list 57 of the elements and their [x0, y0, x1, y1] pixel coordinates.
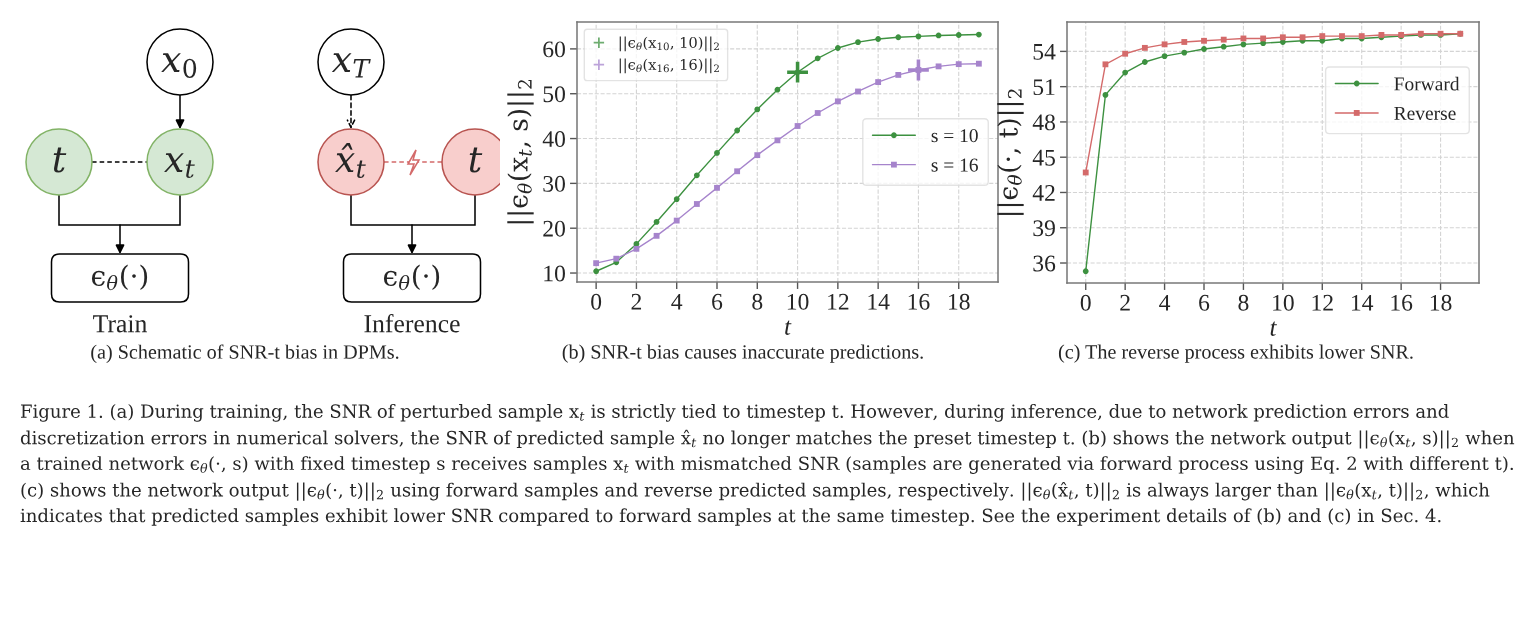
y-tick-label: 20 [543, 220, 565, 237]
legend-label: ||ϵ$_{θ}$(x$_{16}$, 16)||$_{2}$ [619, 58, 719, 74]
y-tick-label: 40 [542, 131, 565, 147]
text: ϵ$_{θ}$(·) [383, 264, 440, 291]
text: ϵ$_{θ}$(·) [91, 264, 148, 291]
x-tick-label: 4 [1159, 294, 1171, 311]
legend-label: s = 16 [931, 158, 978, 172]
x-tick-label: 6 [1199, 294, 1210, 311]
text: x$_{0}$ [161, 53, 197, 78]
y-tick-label: 10 [544, 265, 565, 282]
text: (c) The reverse process exhibits lower SNR. [1058, 344, 1413, 363]
legend-label: s = 10 [931, 129, 978, 143]
x-tick-label: 4 [671, 293, 683, 310]
x-tick-label: 14 [868, 293, 890, 310]
legend-label: Forward [1394, 76, 1460, 91]
x-tick-label: 16 [1391, 294, 1413, 311]
y-tick-label: 48 [1032, 114, 1055, 131]
x-axis-title: t [1270, 321, 1277, 336]
legend-label: ||ϵ$_{θ}$(x$_{10}$, 10)||$_{2}$ [619, 36, 719, 52]
y-axis-title: ||ϵ$_{θ}$(x$_{t}$, s)||$_{2}$ [507, 79, 534, 224]
x-tick-label: 6 [712, 293, 723, 310]
x-tick-label: 2 [1120, 294, 1130, 311]
text: (b) SNR-t bias causes inaccurate predictions. [562, 344, 923, 363]
x-tick-label: 10 [1273, 294, 1294, 311]
x-tick-label: 14 [1351, 294, 1374, 311]
x-axis-title: t [785, 320, 792, 335]
y-tick-label: 60 [543, 41, 565, 58]
y-axis-title: ||ϵ$_{θ}$(·, t)||$_{2}$ [997, 89, 1024, 215]
x-tick-label: 2 [631, 293, 642, 310]
x-tick-label: 16 [908, 293, 930, 310]
x-tick-label: 12 [1312, 294, 1333, 311]
y-tick-label: 51 [1033, 79, 1055, 96]
text: Figure 1. (a) During training, the SNR of perturbed sample x$_{t}$ is strictly tied to timestep t. However, during inference, due to network prediction errors and discretization errors in numerical solvers, the SNR of predicted sample x̂$_{t}$ no longer matches the preset timestep t. (b) shows the network output ||ϵ$_{θ}$(x$_{t}$, s)||$_{2}$ when a trained network ϵ$_{θ}$(·, s) with fixed timestep s receives samples x$_{t}$ with mismatched SNR (samples are generated via forward process using Eq. 2 with different t). (c) shows the network output ||ϵ$_{θ}$(·, t)||$_{2}$ using forward samples and reverse predicted samples, respectively. ||ϵ$_{θ}$(x̂$_{t}$, t)||$_{2}$ is always larger than ||ϵ$_{θ}$(x$_{t}$, t)||$_{2}$, which indicates that predicted samples exhibit lower SNR compared to forward samples at the same timestep. See the experiment details of (b) and (c) in Sec. 4. [20, 404, 1515, 526]
text: (a) Schematic of SNR-t bias in DPMs. [91, 344, 399, 363]
y-tick-label: 42 [1032, 185, 1055, 201]
text: Train [93, 315, 147, 333]
y-tick-label: 36 [1033, 255, 1056, 272]
y-tick-label: 30 [543, 175, 565, 192]
x-tick-label: 10 [787, 293, 809, 310]
y-tick-label: 54 [1033, 44, 1056, 60]
y-tick-label: 39 [1033, 220, 1055, 237]
text: x̂$_{t}$ [335, 143, 366, 178]
x-tick-label: 0 [591, 293, 602, 310]
text: Inference [364, 314, 460, 333]
y-tick-label: 50 [543, 86, 565, 103]
text: x$_{T}$ [331, 53, 371, 78]
x-tick-label: 8 [752, 293, 763, 310]
x-tick-label: 12 [828, 293, 849, 310]
text: t [53, 147, 67, 173]
x-tick-label: 18 [1430, 294, 1452, 311]
x-tick-label: 18 [948, 293, 970, 310]
text: x$_{t}$ [164, 153, 195, 178]
y-tick-label: 45 [1032, 149, 1055, 166]
x-tick-label: 0 [1080, 294, 1091, 311]
x-tick-label: 8 [1238, 294, 1249, 311]
text: t [469, 147, 483, 173]
legend-label: Reverse [1394, 107, 1456, 120]
